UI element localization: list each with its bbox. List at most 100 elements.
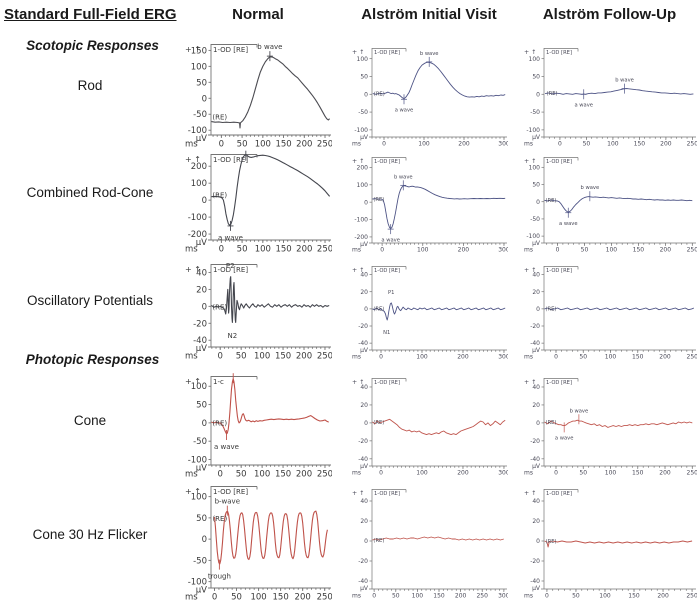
svg-text:ms: ms (352, 470, 361, 477)
svg-text:-20: -20 (530, 558, 540, 565)
svg-text:20: 20 (532, 518, 540, 525)
svg-text:50: 50 (236, 470, 247, 479)
svg-text:100: 100 (191, 493, 207, 503)
svg-text:100: 100 (606, 247, 618, 254)
svg-text:-100: -100 (354, 127, 368, 134)
svg-text:(RE): (RE) (212, 191, 227, 199)
svg-text:100: 100 (416, 470, 428, 477)
svg-text:100: 100 (254, 352, 270, 361)
svg-text:50: 50 (196, 401, 207, 411)
svg-text:+ ↑: + ↑ (185, 155, 201, 164)
svg-text:0: 0 (380, 247, 384, 254)
svg-text:µV: µV (196, 344, 207, 354)
chart-alstrom-initial-combined: 1-OD [RE] + ↑ 200 100 0 -100 -200 µV 0 100 200 300 m… (351, 153, 508, 253)
svg-text:250: 250 (317, 352, 332, 361)
svg-text:250: 250 (317, 593, 332, 602)
svg-text:0: 0 (554, 470, 558, 477)
svg-text:(RE): (RE) (212, 113, 227, 121)
svg-text:-40: -40 (530, 340, 540, 347)
svg-text:0: 0 (202, 302, 207, 312)
svg-text:100: 100 (357, 182, 369, 189)
svg-text:+ ↑: + ↑ (352, 490, 364, 497)
svg-text:100: 100 (191, 62, 207, 72)
svg-text:µV: µV (360, 347, 369, 354)
svg-text:300: 300 (498, 593, 508, 600)
svg-text:100: 100 (254, 470, 270, 479)
svg-text:40: 40 (196, 268, 207, 278)
svg-text:1-OD [RE]: 1-OD [RE] (213, 488, 248, 496)
svg-text:ms: ms (352, 247, 361, 254)
svg-text:µV: µV (196, 464, 207, 474)
svg-text:0: 0 (364, 306, 368, 313)
svg-text:50: 50 (583, 141, 591, 148)
svg-text:-40: -40 (530, 578, 540, 585)
svg-text:(RE): (RE) (373, 538, 384, 544)
svg-text:(RE): (RE) (373, 420, 384, 426)
svg-text:ms: ms (185, 593, 198, 602)
svg-text:1-OD [RE]: 1-OD [RE] (374, 50, 400, 56)
svg-text:20: 20 (196, 285, 207, 295)
svg-text:ms: ms (524, 354, 533, 361)
svg-text:N1: N1 (383, 330, 390, 336)
svg-text:300: 300 (498, 247, 508, 254)
svg-text:-50: -50 (530, 109, 540, 116)
chart-alstrom-initial-cone: 1-OD [RE] + ↑ 40 20 0 -20 -40 µV 0 100 200 300 ms (RE… (351, 374, 508, 476)
section-label-scotopic: Scotopic Responses (26, 38, 159, 53)
svg-text:100: 100 (191, 382, 207, 392)
svg-text:1-OD [RE]: 1-OD [RE] (213, 46, 248, 54)
svg-text:0: 0 (536, 538, 540, 545)
svg-text:-40: -40 (530, 456, 540, 463)
svg-text:20: 20 (532, 402, 540, 409)
chart-alstrom-initial-flicker: 1-OD [RE] + ↑ 40 20 0 -20 -40 µV 0 50 100 150 200 250… (351, 485, 508, 599)
svg-text:ms: ms (185, 245, 198, 254)
svg-text:250: 250 (687, 470, 697, 477)
svg-text:(RE): (RE) (546, 420, 557, 426)
svg-text:0: 0 (218, 470, 223, 479)
svg-text:40: 40 (532, 498, 540, 505)
svg-text:(RE): (RE) (546, 198, 557, 204)
svg-text:50: 50 (360, 74, 368, 81)
svg-text:(RE): (RE) (373, 197, 384, 203)
svg-text:a wave: a wave (395, 107, 414, 113)
svg-text:50: 50 (237, 245, 248, 254)
svg-text:1-OD [RE]: 1-OD [RE] (546, 50, 572, 56)
svg-text:200: 200 (296, 470, 312, 479)
svg-text:40: 40 (360, 272, 368, 279)
svg-text:200: 200 (357, 165, 369, 172)
chart-alstrom-initial-oscillatory: 1-OD [RE] + ↑ 40 20 0 -20 -40 µV 0 100 200 300 ms P1 N… (351, 262, 508, 360)
svg-text:20: 20 (360, 402, 368, 409)
svg-text:100: 100 (607, 141, 619, 148)
svg-text:(RE): (RE) (212, 515, 227, 523)
svg-text:250: 250 (317, 140, 332, 149)
svg-text:1-c: 1-c (213, 378, 224, 386)
svg-text:100: 100 (255, 245, 271, 254)
svg-text:40: 40 (532, 384, 540, 391)
chart-alstrom-followup-rod: 1-OD [RE] + ↑ 100 50 0 -50 -100 µV 0 50 100 150 200 2… (523, 44, 697, 147)
svg-text:200: 200 (659, 470, 671, 477)
svg-text:100: 100 (529, 56, 541, 63)
svg-text:0: 0 (219, 245, 224, 254)
svg-text:a wave: a wave (381, 237, 400, 243)
svg-text:P2: P2 (226, 262, 235, 270)
svg-text:µV: µV (360, 134, 369, 141)
svg-text:150: 150 (275, 352, 291, 361)
svg-text:b wave: b wave (615, 78, 634, 84)
svg-text:100: 100 (605, 354, 617, 361)
svg-text:0: 0 (536, 199, 540, 206)
svg-text:0: 0 (536, 306, 540, 313)
svg-text:1-OD [RE]: 1-OD [RE] (374, 159, 400, 165)
svg-text:200: 200 (657, 593, 669, 600)
chart-normal-cone-30hz-flicker: 1-OD [RE] + ↑ 100 50 0 -50 -100 µV 0 50 100 150 200 2… (184, 482, 332, 601)
row-label-cone: Cone (73, 413, 107, 428)
svg-text:µV: µV (532, 134, 541, 141)
svg-text:150: 150 (634, 141, 646, 148)
svg-text:1-OD [RE]: 1-OD [RE] (546, 268, 572, 274)
svg-text:-40: -40 (358, 340, 368, 347)
svg-text:-100: -100 (188, 126, 207, 136)
svg-text:300: 300 (498, 141, 508, 148)
svg-text:+ ↑: + ↑ (352, 379, 364, 386)
svg-text:0: 0 (219, 140, 224, 149)
svg-text:100: 100 (357, 56, 369, 63)
row-label-oscillatory-potentials: Oscillatory Potentials (26, 293, 154, 308)
svg-text:µV: µV (360, 463, 369, 470)
